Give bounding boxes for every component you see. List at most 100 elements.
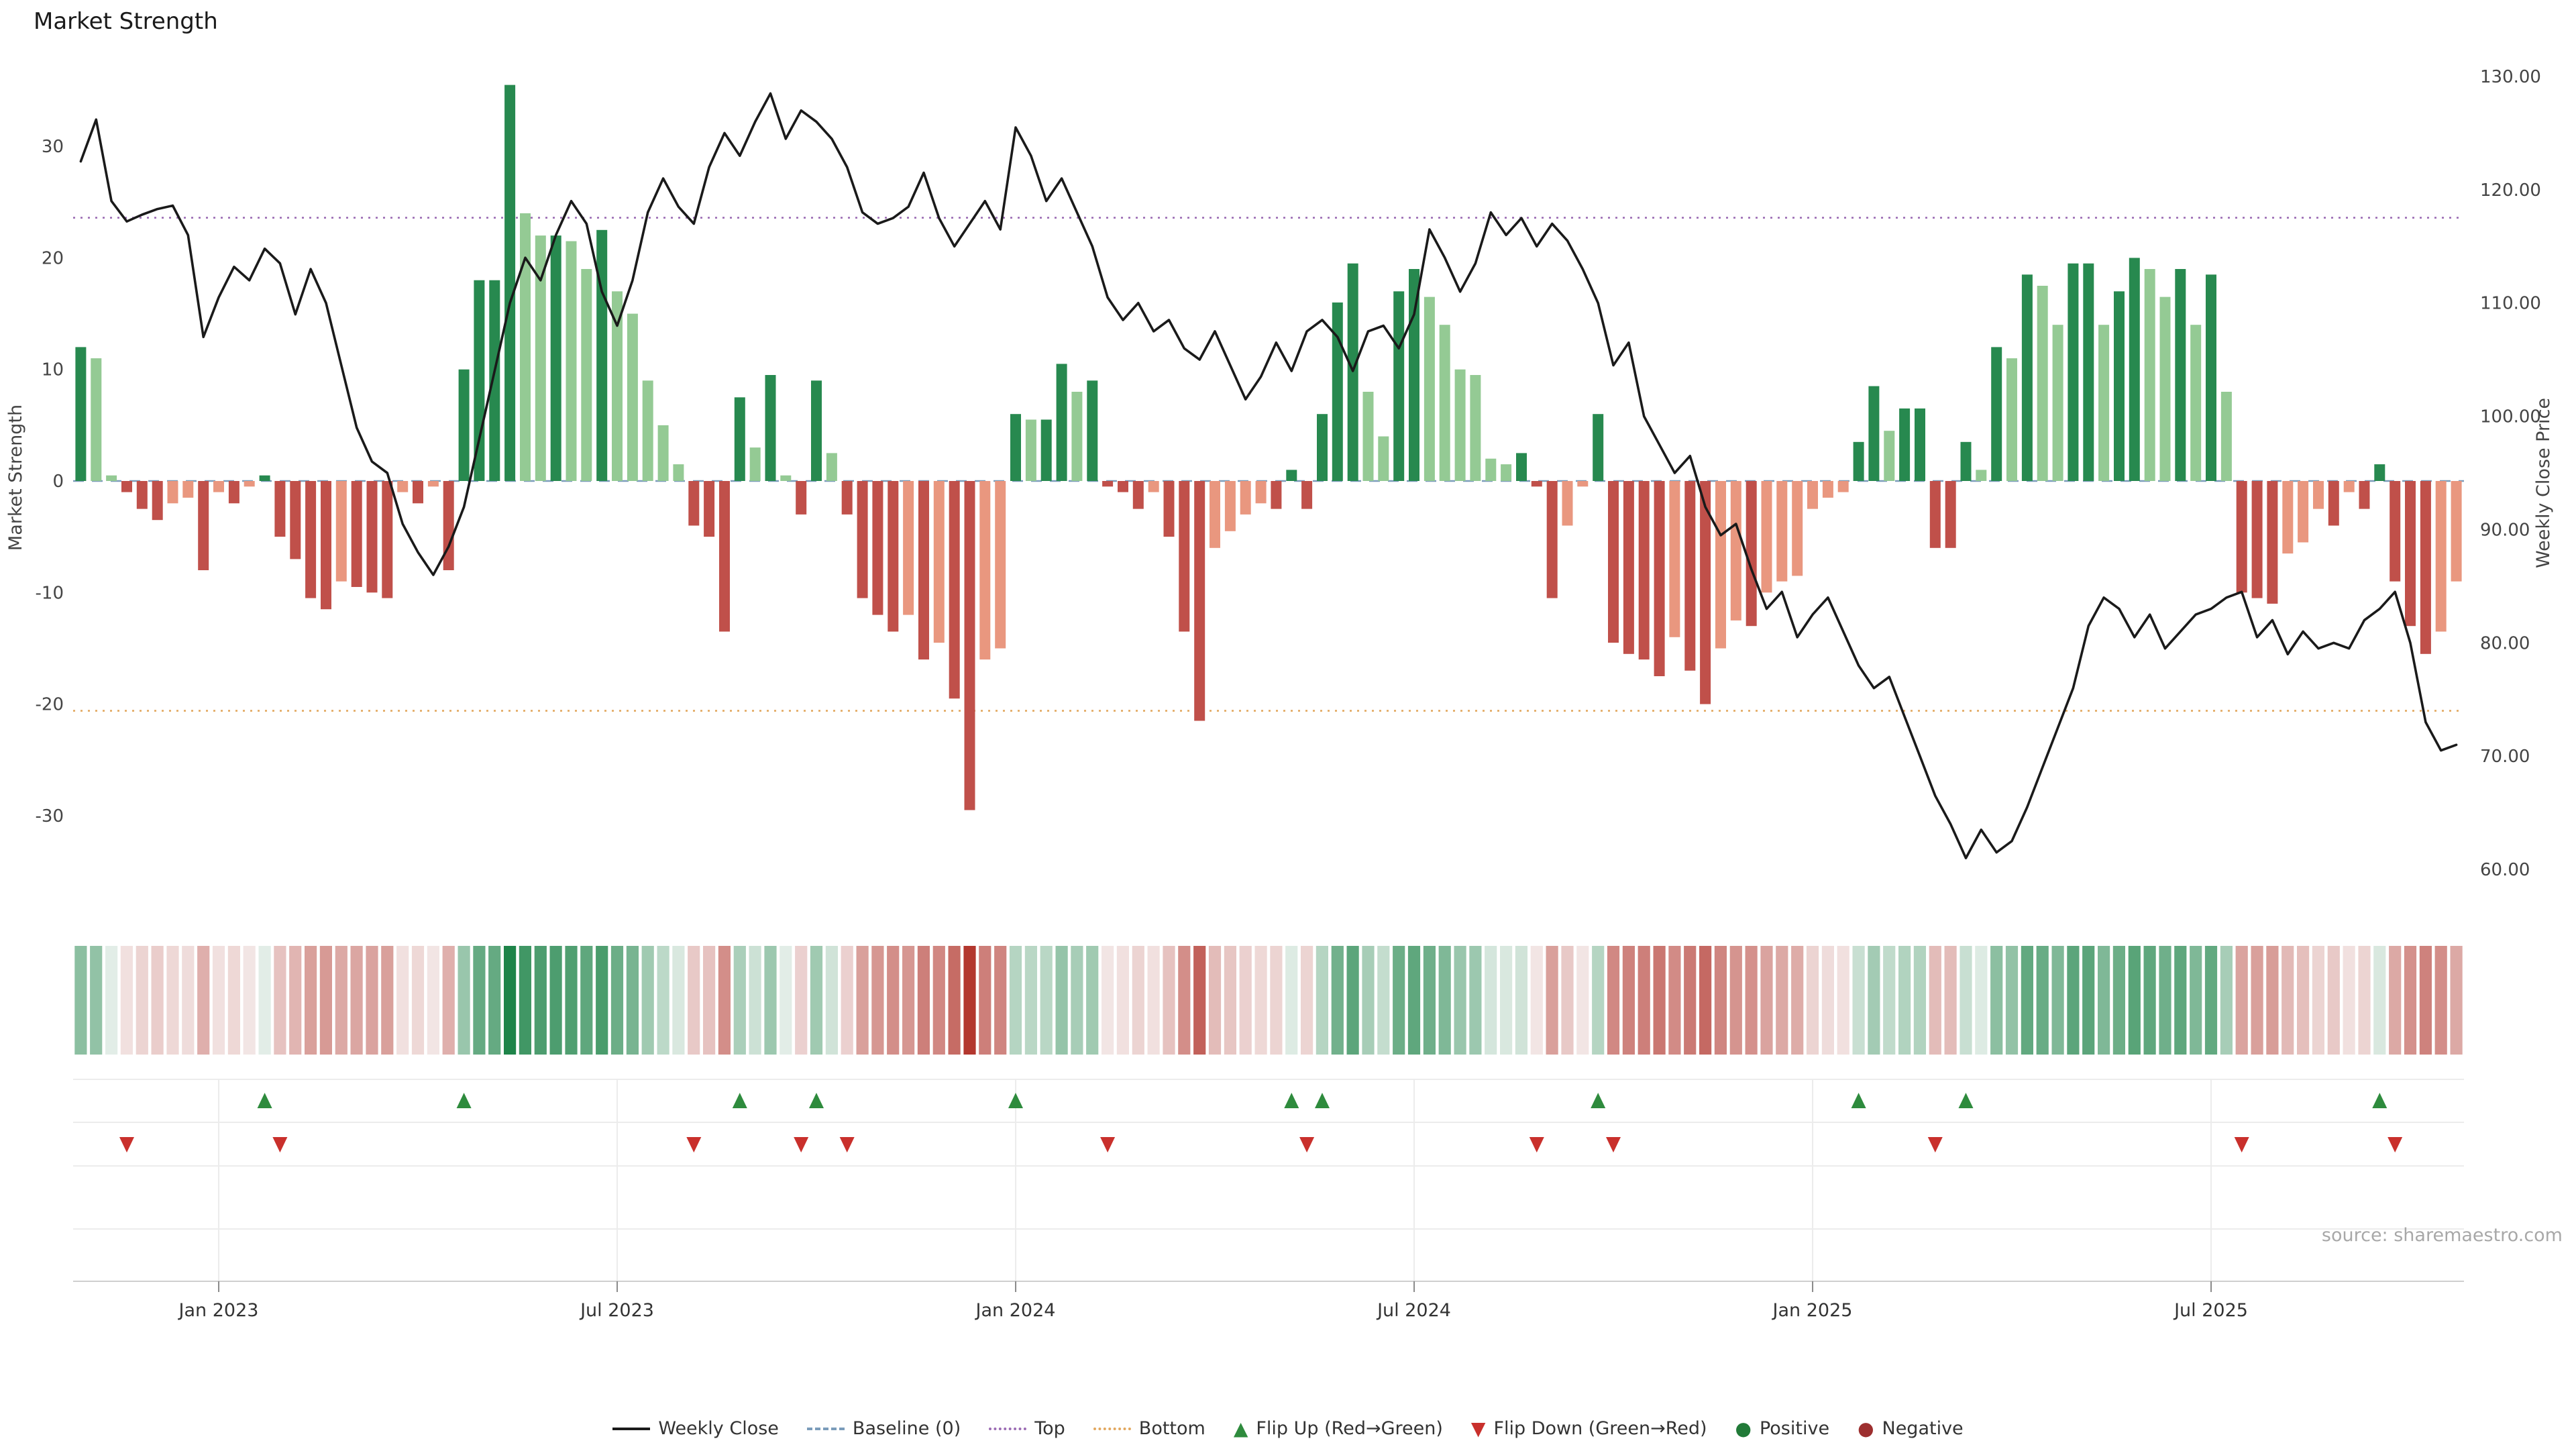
heatmap-cell bbox=[825, 946, 838, 1055]
flip-up-marker-icon bbox=[257, 1093, 272, 1108]
strength-bar bbox=[2083, 263, 2094, 481]
triangle-up-swatch-icon: ▲ bbox=[1233, 1417, 1248, 1440]
legend-item-negative[interactable]: ● Negative bbox=[1858, 1418, 1964, 1439]
heatmap-cell bbox=[596, 946, 608, 1055]
weekly-close-line bbox=[79, 92, 2458, 859]
heatmap-cell bbox=[1454, 946, 1466, 1055]
strength-bar bbox=[933, 481, 945, 643]
x-tick-label: Jul 2024 bbox=[1376, 1300, 1451, 1321]
heatmap-cell bbox=[1086, 946, 1099, 1055]
heatmap-cell bbox=[1714, 946, 1727, 1055]
heatmap-cell bbox=[1239, 946, 1252, 1055]
strength-bar bbox=[2129, 258, 2140, 481]
heatmap-cell bbox=[1653, 946, 1666, 1055]
heatmap-cell bbox=[2434, 946, 2447, 1055]
strength-bar bbox=[2037, 286, 2048, 481]
heatmap-cell bbox=[2067, 946, 2080, 1055]
heatmap-cell bbox=[227, 946, 240, 1055]
heatmap-cell bbox=[749, 946, 761, 1055]
legend-item-bottom[interactable]: Bottom bbox=[1093, 1418, 1205, 1439]
strength-bar bbox=[1562, 481, 1573, 526]
heatmap-cell bbox=[335, 946, 347, 1055]
heatmap-cell bbox=[2112, 946, 2125, 1055]
heatmap-cell bbox=[366, 946, 378, 1055]
strength-bar bbox=[2098, 325, 2110, 481]
x-tick-label: Jul 2023 bbox=[579, 1300, 654, 1321]
heatmap-cell bbox=[151, 946, 164, 1055]
strength-bar bbox=[413, 481, 423, 504]
heatmap-cell bbox=[1500, 946, 1513, 1055]
strength-bar bbox=[152, 481, 163, 521]
heatmap-cell bbox=[411, 946, 425, 1055]
strength-bar bbox=[1638, 481, 1650, 660]
strength-bar bbox=[2267, 481, 2278, 604]
legend-item-weekly-close[interactable]: Weekly Close bbox=[612, 1418, 779, 1439]
strength-bar bbox=[688, 481, 700, 526]
strength-bar bbox=[2175, 269, 2186, 481]
heatmap-cell bbox=[1852, 946, 1865, 1055]
flip-up-marker-icon bbox=[456, 1093, 472, 1108]
right-tick-label: 90.00 bbox=[2480, 520, 2530, 540]
heatmap-cell bbox=[994, 946, 1007, 1055]
strength-bar bbox=[841, 481, 853, 515]
strength-bar bbox=[704, 481, 715, 537]
strength-bar bbox=[1853, 441, 1864, 481]
strength-bar bbox=[167, 481, 178, 504]
strength-bar bbox=[1516, 453, 1527, 481]
strength-bar bbox=[1654, 481, 1665, 676]
right-tick-label: 130.00 bbox=[2480, 67, 2541, 87]
line-swatch-icon bbox=[612, 1427, 651, 1430]
source-note: source: sharemaestro.com bbox=[2321, 1225, 2563, 1246]
strength-bar bbox=[1730, 481, 1741, 621]
strength-bar bbox=[1822, 481, 1833, 498]
heatmap-cell bbox=[1301, 946, 1313, 1055]
strength-bar bbox=[351, 481, 362, 587]
x-tick-label: Jan 2024 bbox=[975, 1300, 1056, 1321]
heatmap-cell bbox=[1193, 946, 1206, 1055]
heatmap-cell bbox=[2174, 946, 2187, 1055]
strength-bar bbox=[520, 213, 531, 481]
legend-item-flip-down-green-red[interactable]: ▼ Flip Down (Green→Red) bbox=[1471, 1418, 1707, 1439]
legend-item-positive[interactable]: ● Positive bbox=[1735, 1418, 1830, 1439]
heatmap-cell bbox=[841, 946, 853, 1055]
strength-bar bbox=[121, 481, 132, 492]
heatmap-cell bbox=[565, 946, 578, 1055]
heatmap-cell bbox=[212, 946, 225, 1055]
legend-item-top[interactable]: Top bbox=[989, 1418, 1065, 1439]
legend: Weekly Close Baseline (0) Top Bottom ▲ Flip U… bbox=[0, 1418, 2576, 1439]
heatmap-cell bbox=[1116, 946, 1129, 1055]
strength-bar bbox=[1071, 392, 1083, 481]
flip-down-marker-icon bbox=[839, 1137, 855, 1152]
strength-bar bbox=[1669, 481, 1680, 637]
strength-bar bbox=[2236, 481, 2247, 593]
strength-bar bbox=[1132, 481, 1144, 509]
strength-bar bbox=[2390, 481, 2401, 582]
heatmap-cell bbox=[672, 946, 685, 1055]
heatmap-cell bbox=[1009, 946, 1022, 1055]
heatmap-cell bbox=[1729, 946, 1742, 1055]
legend-item-baseline-0[interactable]: Baseline (0) bbox=[806, 1418, 961, 1439]
strength-bar bbox=[1240, 481, 1251, 515]
strength-bar bbox=[811, 380, 822, 481]
heatmap-cell bbox=[718, 946, 731, 1055]
heatmap-cell bbox=[1178, 946, 1191, 1055]
heatmap-cell bbox=[1132, 946, 1144, 1055]
strength-bar bbox=[1163, 481, 1175, 537]
heatmap-cell bbox=[610, 946, 624, 1055]
flip-down-marker-icon bbox=[1927, 1137, 1943, 1152]
strength-bar bbox=[1929, 481, 1941, 548]
strength-bar bbox=[2359, 481, 2370, 509]
heatmap-cell bbox=[1883, 946, 1896, 1055]
strength-bar bbox=[2343, 481, 2355, 492]
strength-bar bbox=[382, 481, 393, 598]
heatmap-cell bbox=[580, 946, 593, 1055]
strength-bar bbox=[458, 369, 470, 481]
strength-bar bbox=[872, 481, 883, 615]
heatmap-cell bbox=[1224, 946, 1236, 1055]
strength-bar bbox=[673, 464, 684, 481]
legend-item-flip-up-red-green[interactable]: ▲ Flip Up (Red→Green) bbox=[1234, 1418, 1443, 1439]
strength-bar bbox=[1010, 414, 1021, 481]
flip-down-marker-icon bbox=[2387, 1137, 2403, 1152]
heatmap-cell bbox=[105, 946, 118, 1055]
